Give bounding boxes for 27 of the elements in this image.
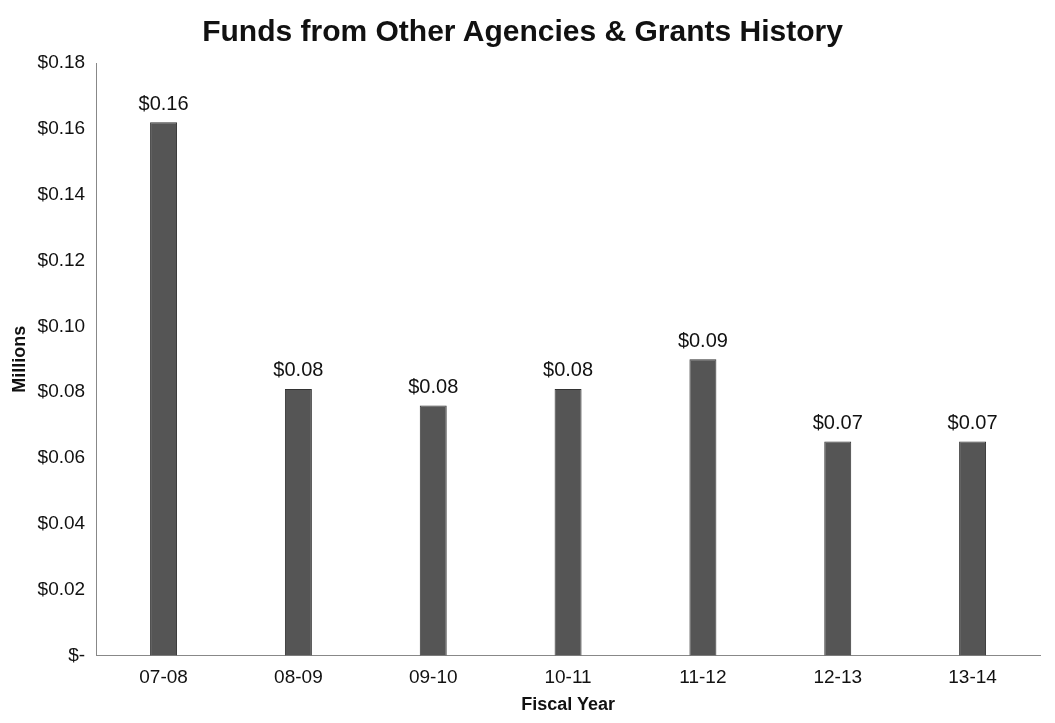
data-label: $0.07 [812, 411, 863, 434]
y-axis-title: Millions [8, 325, 29, 393]
x-tick-label: 10-11 [544, 666, 592, 688]
y-tick-label: $0.12 [37, 248, 86, 270]
x-tick-label: 13-14 [948, 666, 998, 688]
chart-title: Funds from Other Agencies & Grants History [202, 14, 844, 48]
y-tick-label: $- [68, 643, 86, 665]
y-tick-label: $0.14 [37, 182, 86, 204]
data-label: $0.08 [273, 358, 324, 381]
x-tick-label: 12-13 [813, 666, 863, 688]
y-tick-label: $0.16 [37, 117, 86, 139]
x-tick-label: 07-08 [139, 666, 188, 688]
data-label: $0.16 [138, 91, 189, 114]
y-tick-label: $0.08 [37, 380, 86, 402]
data-label: $0.08 [543, 358, 594, 381]
y-tick-label: $0.02 [37, 577, 86, 599]
y-tick-label: $0.10 [37, 314, 86, 336]
y-tick-label: $0.18 [37, 51, 86, 73]
data-label: $0.08 [408, 374, 459, 397]
x-tick-label: 08-09 [274, 666, 323, 688]
x-axis-title: Fiscal Year [521, 694, 615, 715]
data-label: $0.07 [947, 411, 998, 434]
data-label: $0.09 [677, 328, 728, 351]
y-tick-label: $0.06 [37, 446, 86, 468]
y-tick-label: $0.04 [37, 512, 86, 534]
x-tick-label: 09-10 [408, 666, 458, 688]
x-tick-label: 11-12 [679, 666, 727, 688]
